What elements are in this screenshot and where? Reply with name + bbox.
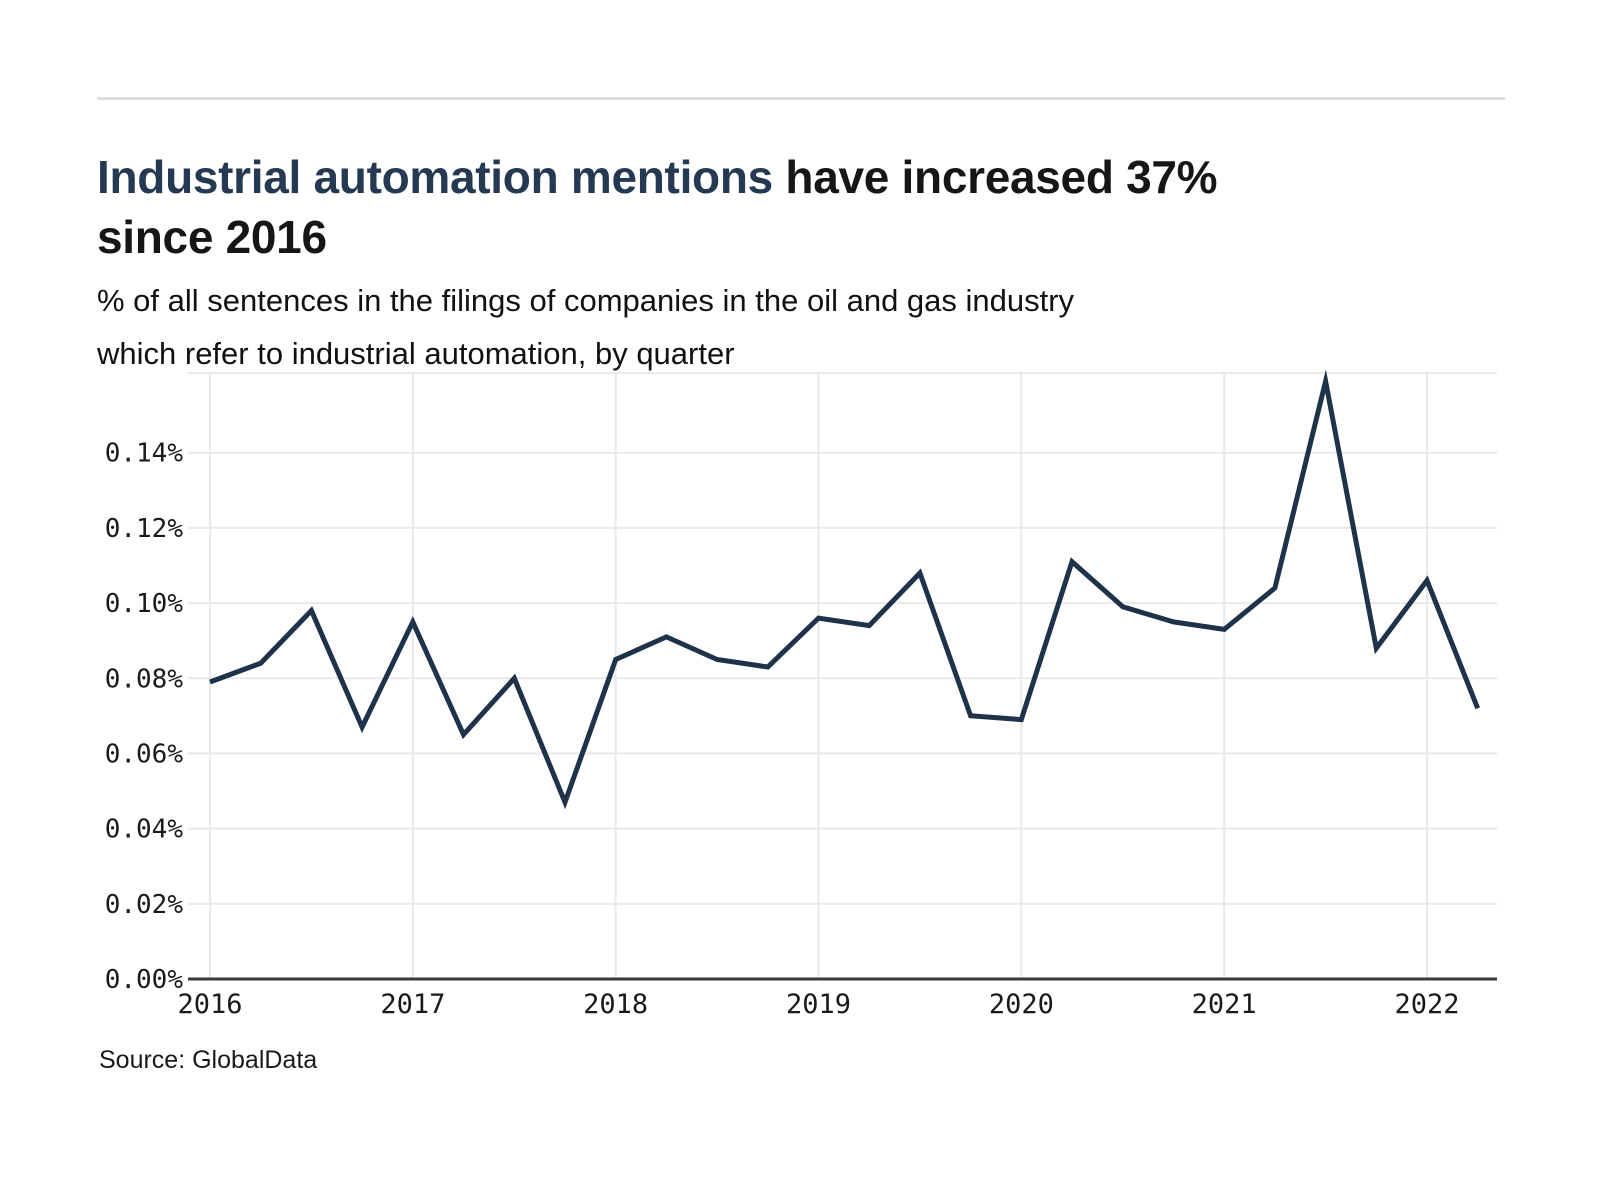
chart-title-highlight: Industrial automation mentions <box>97 150 773 203</box>
y-tick-label: 0.06% <box>105 739 184 769</box>
chart-title: Industrial automation mentions have incr… <box>97 147 1497 267</box>
y-tick-label: 0.14% <box>105 439 184 469</box>
chart-subtitle-line2: which refer to industrial automation, by… <box>97 336 735 371</box>
data-series-line <box>209 369 1481 810</box>
x-tick-label: 2022 <box>1394 989 1459 1020</box>
x-tick-label: 2020 <box>989 989 1054 1020</box>
top-divider <box>97 97 1505 100</box>
chart-title-line2: since 2016 <box>97 210 327 263</box>
y-tick-label: 0.12% <box>105 514 184 544</box>
x-tick-label: 2016 <box>177 989 242 1020</box>
y-tick-label: 0.02% <box>105 890 184 920</box>
x-tick-label: 2019 <box>786 989 851 1020</box>
x-tick-label: 2018 <box>583 989 648 1020</box>
x-tick-label: 2017 <box>380 989 445 1020</box>
source-note: Source: GlobalData <box>99 1046 318 1074</box>
y-tick-label: 0.00% <box>105 965 184 995</box>
y-tick-label: 0.08% <box>105 664 184 694</box>
chart-title-rest: have increased 37% <box>772 150 1218 203</box>
y-tick-label: 0.04% <box>105 815 184 845</box>
x-tick-label: 2021 <box>1192 989 1257 1020</box>
chart-title-line1: Industrial automation mentions have incr… <box>97 147 1497 207</box>
chart-subtitle: % of all sentences in the filings of com… <box>97 274 1517 380</box>
y-tick-label: 0.10% <box>105 589 184 619</box>
chart-subtitle-line1: % of all sentences in the filings of com… <box>97 283 1075 318</box>
